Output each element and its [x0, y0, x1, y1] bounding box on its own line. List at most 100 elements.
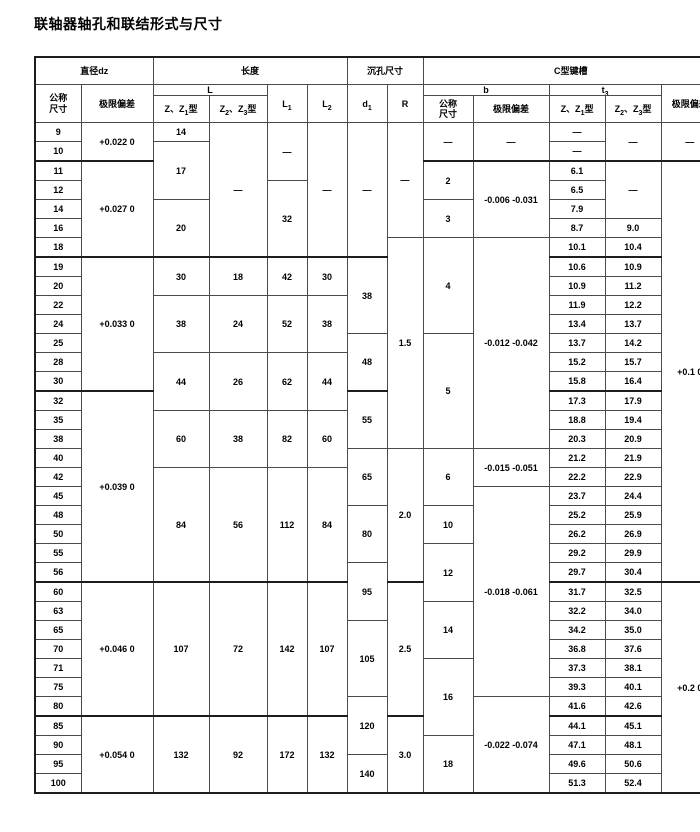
cell-nominal-diameter: 10 — [34, 141, 82, 162]
cell-t3-z-z1: 47.1 — [548, 735, 606, 756]
cell-nominal-diameter: 16 — [34, 218, 82, 239]
cell-t3-z-z1: 41.6 — [548, 696, 606, 717]
cell-nominal-diameter: 63 — [34, 601, 82, 622]
cell-nominal-diameter: 18 — [34, 237, 82, 258]
page-title: 联轴器轴孔和联结形式与尺寸 — [34, 16, 223, 32]
cell-L2: 107 — [306, 581, 348, 717]
table-row: 45 -0.018 -0.061 23.7 24.4 — [34, 486, 700, 698]
table-row: 12 32 6.5 — [34, 180, 700, 258]
cell-R: — — [386, 122, 424, 239]
header-b-nominal-line2: 尺寸 — [439, 109, 458, 120]
cell-t3-z2-z3: 15.7 — [604, 352, 662, 373]
header-col-L1: L1 — [266, 83, 308, 124]
cell-t3-z-z1: 37.3 — [548, 658, 606, 679]
coupling-bore-spec-table: 直径dz 长度 沉孔尺寸 C型键槽 公称 尺寸 极限偏差 L L1 L2 d1 R… — [34, 56, 700, 795]
cell-nominal-diameter: 30 — [34, 371, 82, 392]
cell-diameter-deviation: +0.022 0 — [80, 122, 154, 162]
cell-d1: 80 — [346, 505, 388, 564]
header-col-L1-subscript: 1 — [287, 104, 292, 112]
cell-b-nominal: 4 — [422, 237, 474, 335]
cell-b-nominal: 6 — [422, 448, 474, 507]
header-col-L-z3-subscript: 3 — [243, 109, 248, 117]
cell-t3-z2-z3: 26.9 — [604, 524, 662, 545]
cell-t3-z-z1: 13.4 — [548, 314, 606, 335]
cell-t3-z2-z3: 13.7 — [604, 314, 662, 335]
cell-t3-z2-z3: 48.1 — [604, 735, 662, 756]
cell-nominal-diameter: 75 — [34, 677, 82, 698]
cell-d1: 65 — [346, 448, 388, 507]
header-row-groups: 直径dz 长度 沉孔尺寸 C型键槽 — [34, 56, 700, 85]
cell-diameter-deviation: +0.027 0 — [80, 160, 154, 258]
cell-nominal-diameter: 95 — [34, 754, 82, 775]
cell-t3-z2-z3: 37.6 — [604, 639, 662, 660]
header-col-diameter-deviation: 极限偏差 — [80, 83, 154, 124]
cell-d1: — — [346, 122, 388, 258]
cell-t3-z2-z3: 17.9 — [604, 390, 662, 412]
cell-t3-z2-z3: 40.1 — [604, 677, 662, 698]
cell-t3-z-z1: 26.2 — [548, 524, 606, 545]
header-col-t3-deviation: 极限偏差 — [660, 83, 700, 124]
cell-L-z2-z3: 38 — [208, 410, 268, 469]
cell-t3-z2-z3: 35.0 — [604, 620, 662, 641]
table-row: 50 26.2 26.9 — [34, 524, 700, 545]
cell-nominal-diameter: 20 — [34, 276, 82, 297]
table-row: 25 48 5 13.7 14.2 — [34, 333, 700, 450]
header-sub-L: L — [152, 83, 268, 97]
cell-t3-z-z1: 6.5 — [548, 180, 606, 201]
cell-b-deviation: -0.018 -0.061 — [472, 486, 550, 698]
cell-t3-z-z1: 18.8 — [548, 410, 606, 431]
cell-L-z-z1: 44 — [152, 352, 210, 412]
cell-t3-z2-z3: 22.9 — [604, 467, 662, 488]
cell-t3-z-z1: 11.9 — [548, 295, 606, 316]
header-sub-t3-subscript: 3 — [604, 90, 609, 96]
header-col-L-z1-subscript: 1 — [184, 109, 189, 117]
cell-R: 1.5 — [386, 237, 424, 450]
header-col-nominal-diameter: 公称 尺寸 — [34, 83, 82, 124]
cell-b-nominal: 16 — [422, 658, 474, 737]
cell-L-z2-z3: 18 — [208, 256, 268, 297]
cell-t3-z2-z3: 11.2 — [604, 276, 662, 297]
cell-t3-z-z1: 17.3 — [548, 390, 606, 412]
header-row-leaf: Z、Z1型 Z2、Z3型 公称 尺寸 极限偏差 Z、Z1型 Z2、Z3型 — [35, 95, 700, 124]
cell-b-nominal: 2 — [422, 160, 474, 201]
cell-d1: 140 — [346, 754, 388, 794]
cell-L-z-z1: 132 — [152, 715, 210, 794]
cell-t3-z-z1: 49.6 — [548, 754, 606, 775]
cell-t3-z-z1: 7.9 — [548, 199, 606, 220]
header-group-keyway: C型键槽 — [422, 56, 700, 85]
cell-t3-z2-z3: 10.9 — [604, 256, 662, 278]
cell-t3-z2-z3: 9.0 — [604, 218, 662, 239]
header-group-diameter: 直径dz — [34, 56, 154, 85]
cell-R: 3.0 — [386, 715, 424, 794]
table-row: 10 17 — — [34, 141, 700, 201]
header-col-R: R — [386, 83, 424, 124]
cell-t3-z-z1: 36.8 — [548, 639, 606, 660]
cell-nominal-diameter: 40 — [34, 448, 82, 469]
cell-t3-z2-z3: 12.2 — [604, 295, 662, 316]
cell-b-deviation: -0.015 -0.051 — [472, 448, 550, 488]
header-nominal-line2: 尺寸 — [49, 103, 68, 114]
cell-nominal-diameter: 56 — [34, 562, 82, 583]
cell-R: 2.5 — [386, 581, 424, 717]
cell-L1: 42 — [266, 256, 308, 297]
cell-nominal-diameter: 32 — [34, 390, 82, 412]
table-row: 11 +0.027 0 2 -0.006 -0.031 6.1— +0.1 0 — [34, 160, 700, 583]
table-row: 19 +0.033 0 30 18 42 30 38 10.6 10.9 — [34, 256, 700, 392]
cell-d1: 105 — [346, 620, 388, 698]
cell-t3-z2-z3: 20.9 — [604, 429, 662, 450]
cell-L2: 132 — [306, 715, 348, 794]
table-row: 16 8.7 9.0 — [34, 218, 700, 239]
cell-L1: 32 — [266, 180, 308, 258]
header-b-nominal-line1: 公称 — [439, 99, 458, 109]
cell-nominal-diameter: 70 — [34, 639, 82, 660]
cell-L-z-z1: 20 — [152, 199, 210, 258]
cell-L1: — — [266, 122, 308, 182]
cell-b-nominal: 14 — [422, 601, 474, 660]
cell-t3-deviation: +0.1 0 — [660, 160, 700, 583]
cell-t3-z2-z3: 10.4 — [604, 237, 662, 258]
cell-d1: 120 — [346, 696, 388, 756]
cell-t3-z-z1: 13.7 — [548, 333, 606, 354]
cell-nominal-diameter: 28 — [34, 352, 82, 373]
cell-nominal-diameter: 12 — [34, 180, 82, 201]
header-col-L-z2-z3: Z2、Z3型 — [208, 95, 268, 124]
